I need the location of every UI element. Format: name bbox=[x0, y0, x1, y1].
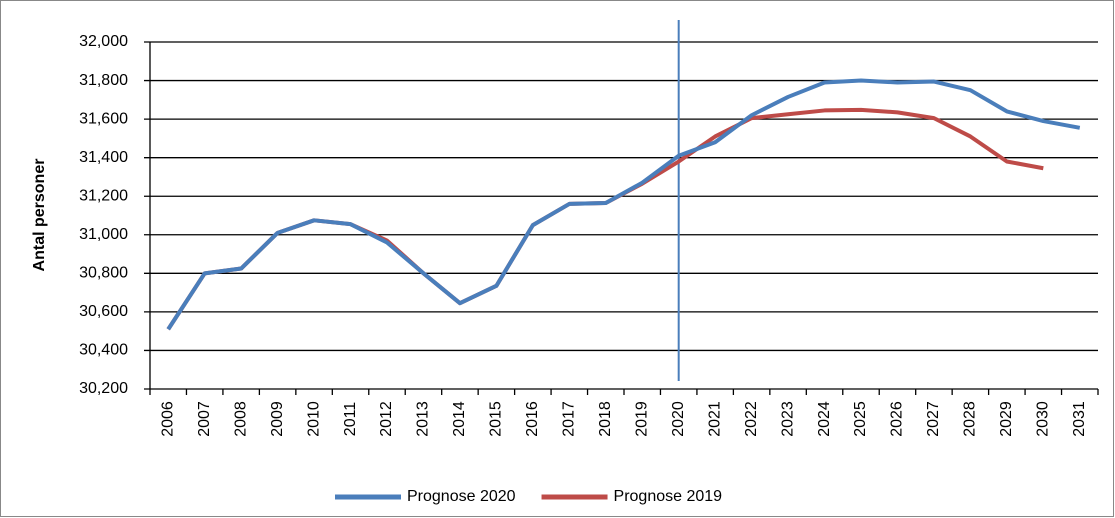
x-tick-label: 2008 bbox=[232, 401, 249, 437]
x-tick-label: 2014 bbox=[451, 401, 468, 437]
x-tick-label: 2016 bbox=[524, 401, 541, 437]
y-tick-label: 30,200 bbox=[79, 380, 128, 397]
x-tick-label: 2010 bbox=[305, 401, 322, 437]
y-tick-label: 31,800 bbox=[79, 72, 128, 89]
y-tick-label: 31,600 bbox=[79, 110, 128, 127]
y-tick-label: 31,000 bbox=[79, 226, 128, 243]
x-tick-label: 2013 bbox=[415, 401, 432, 437]
x-tick-label: 2023 bbox=[779, 401, 796, 437]
x-tick-label: 2030 bbox=[1035, 401, 1052, 437]
y-axis-title: Antal personer bbox=[31, 159, 48, 272]
x-tick-label: 2029 bbox=[998, 401, 1015, 437]
x-tick-label: 2018 bbox=[597, 401, 614, 437]
x-tick-label: 2012 bbox=[378, 401, 395, 437]
x-tick-label: 2024 bbox=[816, 401, 833, 437]
x-tick-label: 2026 bbox=[889, 401, 906, 437]
x-tick-label: 2020 bbox=[670, 401, 687, 437]
x-tick-label: 2006 bbox=[159, 401, 176, 437]
x-tick-label: 2009 bbox=[269, 401, 286, 437]
x-tick-label: 2017 bbox=[561, 401, 578, 437]
y-tick-label: 31,400 bbox=[79, 149, 128, 166]
x-tick-label: 2025 bbox=[852, 401, 869, 437]
y-tick-label: 30,800 bbox=[79, 265, 128, 282]
x-tick-label: 2019 bbox=[633, 401, 650, 437]
x-tick-label: 2021 bbox=[706, 401, 723, 437]
x-tick-label: 2015 bbox=[488, 401, 505, 437]
x-tick-label: 2007 bbox=[196, 401, 213, 437]
series-line bbox=[166, 78, 1081, 331]
legend-label: Prognose 2019 bbox=[614, 488, 723, 505]
x-tick-label: 2011 bbox=[342, 402, 359, 437]
y-tick-label: 30,600 bbox=[79, 303, 128, 320]
x-tick-label: 2028 bbox=[962, 401, 979, 437]
y-tick-label: 32,000 bbox=[79, 33, 128, 50]
x-tick-label: 2031 bbox=[1071, 401, 1088, 437]
y-tick-label: 30,400 bbox=[79, 342, 128, 359]
legend-label: Prognose 2020 bbox=[407, 488, 516, 505]
y-tick-label: 31,200 bbox=[79, 187, 128, 204]
x-tick-label: 2027 bbox=[925, 401, 942, 437]
x-tick-label: 2022 bbox=[743, 401, 760, 437]
